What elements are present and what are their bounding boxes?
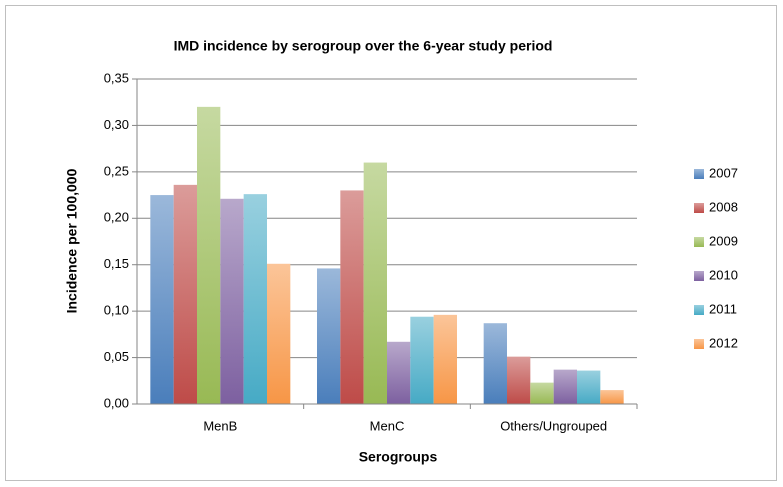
bar [197,106,221,404]
bar [150,195,174,404]
bar [553,369,577,404]
bar [317,268,341,404]
y-tick-label: 0,25 [104,163,129,178]
legend-label: 2011 [709,301,737,316]
y-tick-label: 0,30 [104,117,129,132]
y-tick-label: 0,10 [104,303,129,318]
bar [507,356,531,404]
x-tick-label: MenB [203,418,237,433]
legend-swatch [694,305,704,315]
legend-label: 2007 [709,165,738,180]
legend-swatch [694,237,704,247]
x-tick-label: MenC [370,418,405,433]
y-tick-label: 0,20 [104,210,129,225]
bar [410,316,434,404]
y-tick-label: 0,35 [104,70,129,85]
legend-swatch [694,169,704,179]
bar [483,323,507,404]
x-axis-label: Serogroups [359,449,438,465]
legend-swatch [694,339,704,349]
bar [243,194,267,404]
legend-swatch [694,203,704,213]
bar [600,390,624,404]
bar [220,198,244,404]
bar [433,314,457,404]
y-tick-label: 0,05 [104,349,129,364]
bar [173,184,197,404]
legend-label: 2010 [709,267,738,282]
x-tick-label: Others/Ungrouped [500,418,607,433]
legend-label: 2009 [709,233,738,248]
bar [387,341,411,404]
bar [577,370,601,404]
bar [340,190,364,404]
bar [267,263,291,404]
chart-title: IMD incidence by serogroup over the 6-ye… [174,38,553,54]
y-axis-label: Incidence per 100,000 [64,168,80,313]
legend-label: 2008 [709,199,738,214]
bar [530,382,554,404]
bar [363,162,387,404]
legend-swatch [694,271,704,281]
y-tick-label: 0,00 [104,395,129,410]
legend-label: 2012 [709,335,738,350]
y-tick-label: 0,15 [104,256,129,271]
